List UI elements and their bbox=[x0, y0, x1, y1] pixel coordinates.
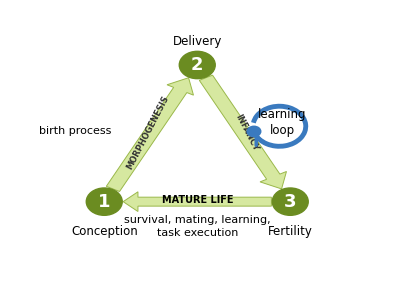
Text: birth process: birth process bbox=[39, 126, 111, 136]
Polygon shape bbox=[123, 192, 271, 211]
Text: 2: 2 bbox=[191, 56, 204, 74]
Text: 1: 1 bbox=[98, 193, 110, 211]
Polygon shape bbox=[106, 78, 194, 192]
Text: survival, mating, learning,
task execution: survival, mating, learning, task executi… bbox=[124, 215, 270, 238]
Text: learning
loop: learning loop bbox=[258, 107, 307, 136]
Text: MORPHOGENESIS: MORPHOGENESIS bbox=[125, 94, 171, 171]
Text: MATURE LIFE: MATURE LIFE bbox=[162, 196, 233, 205]
Polygon shape bbox=[199, 75, 286, 189]
Text: Delivery: Delivery bbox=[172, 35, 222, 48]
Circle shape bbox=[179, 51, 215, 79]
Text: Fertility: Fertility bbox=[268, 225, 313, 238]
Circle shape bbox=[272, 188, 308, 215]
Circle shape bbox=[247, 126, 261, 136]
Text: 3: 3 bbox=[284, 193, 296, 211]
Text: INFANCY: INFANCY bbox=[233, 112, 260, 152]
Text: Conception: Conception bbox=[71, 225, 138, 238]
Circle shape bbox=[86, 188, 122, 215]
